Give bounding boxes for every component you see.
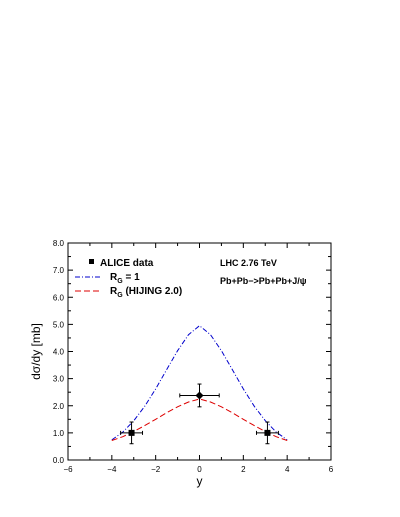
data-point-marker	[128, 429, 135, 436]
series-line-hijing	[111, 398, 288, 441]
x-tick-label: 4	[285, 465, 290, 474]
y-tick-label: 4.0	[53, 348, 65, 357]
legend-label-rg1: RG = 1	[110, 272, 140, 285]
series-line-rg1	[111, 325, 288, 441]
x-tick-labels: −6 −4 −2 0 2 4 6	[63, 465, 333, 474]
y-tick-label: 3.0	[53, 375, 65, 384]
y-tick-labels: 0.0 1.0 2.0 3.0 4.0 5.0 6.0 7.0 8.0	[53, 239, 65, 465]
annotation-process: Pb+Pb−>Pb+Pb+J/ψ	[220, 276, 307, 286]
ticks-group	[67, 242, 332, 461]
data-point-marker	[195, 391, 204, 400]
x-tick-label: 6	[329, 465, 334, 474]
y-tick-label: 5.0	[53, 320, 65, 329]
curves-group	[111, 325, 288, 441]
x-tick-label: −2	[151, 465, 161, 474]
y-tick-label: 1.0	[53, 429, 65, 438]
legend-label-hijing-sub: G	[117, 292, 123, 299]
legend-label-hijing-main: R	[110, 286, 118, 297]
y-tick-label: 6.0	[53, 293, 65, 302]
x-tick-label: −6	[63, 465, 73, 474]
x-axis-label: y	[197, 474, 203, 488]
legend-label-alice: ALICE data	[100, 258, 154, 269]
legend-label-rg1-main: R	[110, 272, 118, 283]
x-tick-label: −4	[107, 465, 117, 474]
y-tick-label: 8.0	[53, 239, 65, 248]
x-tick-label: 2	[241, 465, 246, 474]
legend-label-rg1-sub: G	[117, 278, 123, 285]
y-tick-label: 0.0	[53, 456, 65, 465]
x-tick-label: 0	[197, 465, 202, 474]
data-points-group	[120, 383, 279, 445]
annotation-energy: LHC 2.76 TeV	[220, 258, 277, 268]
legend-label-rg1-rest: = 1	[123, 272, 140, 283]
legend-marker-alice	[89, 259, 94, 264]
data-point-marker	[264, 429, 271, 436]
y-axis-label: dσ/dy [mb]	[29, 323, 43, 380]
legend: ALICE data RG = 1 RG (HIJING 2.0)	[75, 258, 182, 299]
legend-label-hijing: RG (HIJING 2.0)	[110, 286, 182, 299]
y-tick-label: 7.0	[53, 266, 65, 275]
legend-label-hijing-rest: (HIJING 2.0)	[123, 286, 182, 297]
y-tick-label: 2.0	[53, 402, 65, 411]
